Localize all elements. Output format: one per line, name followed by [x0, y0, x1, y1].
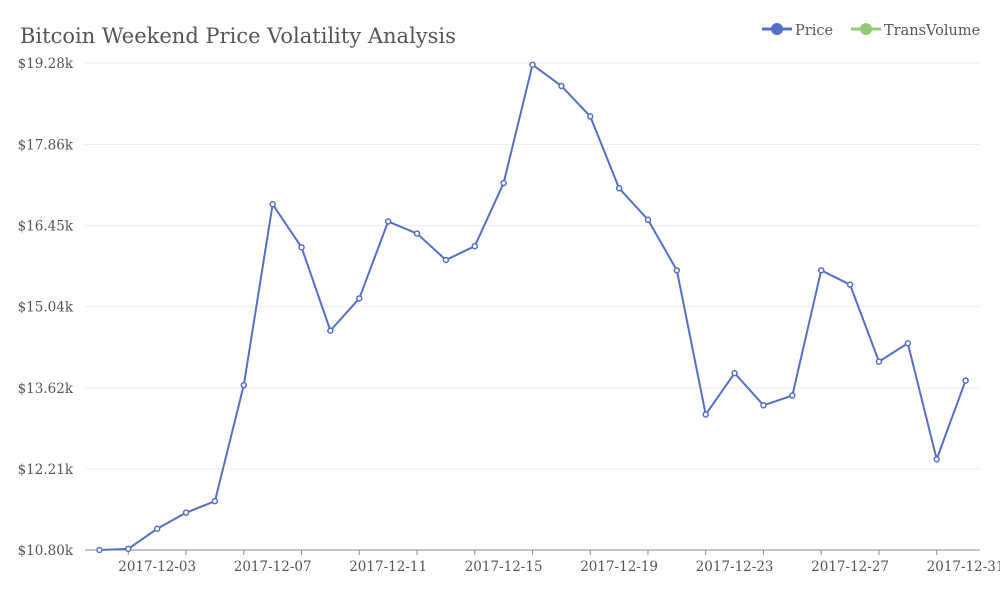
price-point[interactable] [384, 218, 392, 225]
legend-label-price: Price [795, 23, 833, 39]
x-tick-label: 2017-12-15 [465, 559, 543, 575]
legend-marker-price [771, 23, 783, 35]
y-tick-label: $15.04k [18, 300, 74, 316]
price-point[interactable] [558, 82, 565, 90]
price-point[interactable] [529, 61, 536, 68]
y-tick-label: $16.45k [18, 219, 74, 235]
price-point[interactable] [153, 525, 161, 533]
price-point[interactable] [182, 509, 190, 516]
grid-lines [85, 62, 980, 470]
price-point[interactable] [789, 392, 796, 399]
price-point[interactable] [442, 256, 450, 264]
x-tick-label: 2017-12-27 [811, 559, 889, 575]
price-point[interactable] [673, 267, 681, 274]
x-tick-label: 2017-12-19 [580, 559, 658, 575]
price-point[interactable] [702, 411, 709, 418]
price-point[interactable] [413, 230, 421, 237]
x-tick-label: 2017-12-23 [696, 559, 774, 575]
price-point[interactable] [615, 184, 623, 192]
price-point[interactable] [500, 179, 507, 187]
legend-item-transvolume[interactable]: TransVolume [851, 23, 980, 39]
price-point[interactable] [846, 281, 854, 288]
y-tick-label: $10.80k [18, 543, 74, 559]
series-price [96, 61, 969, 554]
price-point[interactable] [817, 267, 825, 274]
x-tick-label: 2017-12-07 [234, 559, 312, 575]
y-tick-label: $17.86k [18, 138, 74, 154]
y-tick-label: $13.62k [18, 381, 74, 397]
price-point[interactable] [327, 327, 334, 334]
x-tick-label: 2017-12-11 [349, 559, 427, 575]
chart-title: Bitcoin Weekend Price Volatility Analysi… [20, 24, 456, 48]
price-point[interactable] [298, 244, 305, 251]
price-point[interactable] [125, 545, 132, 553]
price-point[interactable] [356, 295, 363, 302]
price-point[interactable] [471, 242, 479, 250]
price-point[interactable] [96, 546, 103, 554]
price-point[interactable] [644, 216, 652, 224]
price-point[interactable] [962, 377, 969, 384]
y-tick-label: $19.28k [18, 56, 74, 72]
legend-marker-transvolume [860, 23, 872, 35]
price-point[interactable] [269, 201, 276, 208]
x-tick-label: 2017-12-03 [118, 559, 196, 575]
y-tick-label: $12.21k [18, 462, 74, 478]
x-axis: 2017-12-03 2017-12-07 2017-12-11 2017-12-15… [85, 549, 1000, 575]
price-point[interactable] [586, 113, 594, 120]
price-point[interactable] [240, 381, 248, 389]
legend: Price TransVolume [762, 23, 980, 39]
price-point[interactable] [875, 358, 883, 365]
legend-item-price[interactable]: Price [762, 23, 833, 39]
x-tick-label: 2017-12-31 [927, 559, 1000, 575]
price-point[interactable] [211, 497, 219, 505]
price-point[interactable] [731, 369, 738, 377]
price-point[interactable] [904, 340, 912, 347]
y-axis: $10.80k $12.21k $13.62k $15.04k $16.45k $17.8… [18, 56, 74, 559]
legend-label-transvolume: TransVolume [884, 23, 980, 39]
price-point[interactable] [933, 456, 940, 463]
price-line [99, 63, 967, 551]
price-point[interactable] [760, 402, 767, 409]
